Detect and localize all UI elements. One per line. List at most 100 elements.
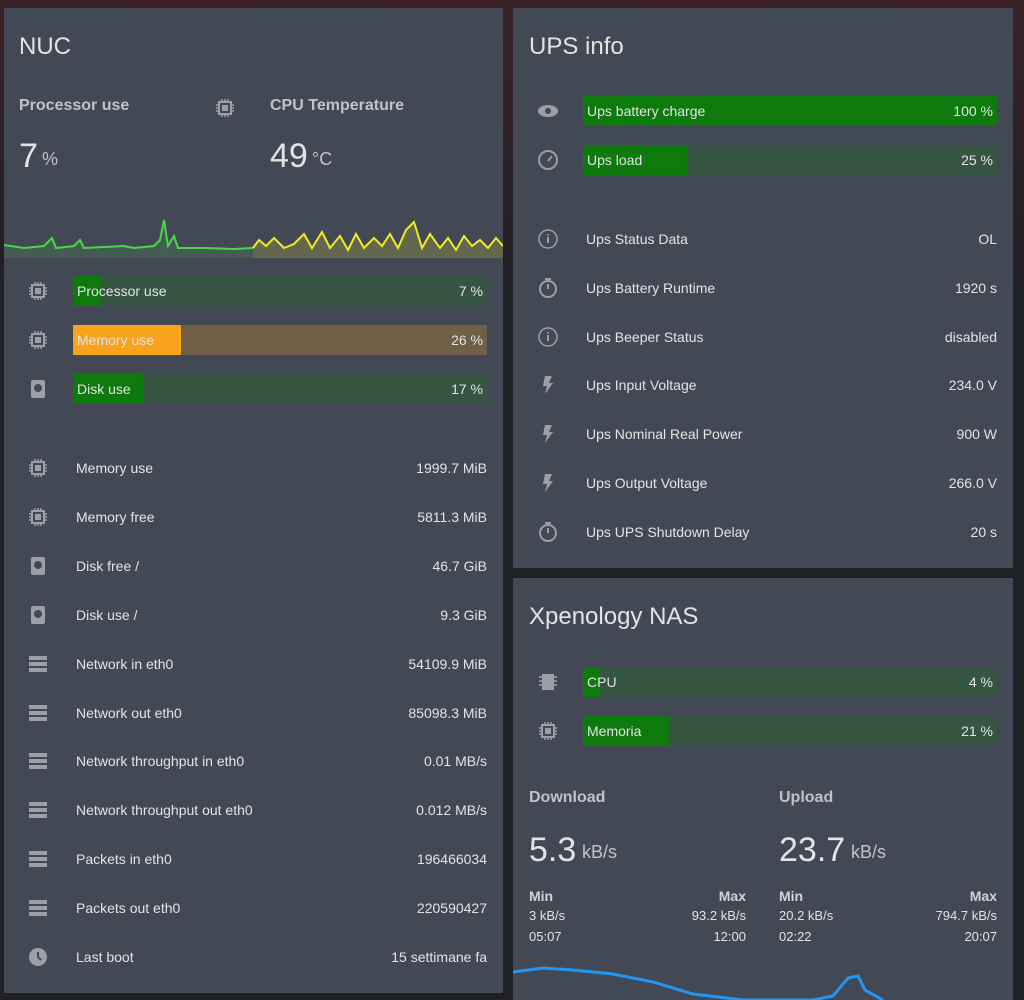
max-time: 12:00 xyxy=(713,929,746,944)
row-value: 1920 s xyxy=(954,279,997,296)
card-title: UPS info xyxy=(529,33,624,60)
net-history-graph xyxy=(513,966,884,1000)
temp-line xyxy=(252,220,503,253)
timer-icon xyxy=(539,277,557,298)
bar-label: 26 % xyxy=(451,332,483,348)
memstick-icon xyxy=(539,674,557,690)
row-name: Ups Beeper Status xyxy=(586,328,704,345)
chip-icon xyxy=(29,282,47,300)
max-value: 93.2 kB/s xyxy=(691,908,746,923)
sensor-unit: kB/s xyxy=(582,842,618,862)
row-name: Ups UPS Shutdown Delay xyxy=(586,523,750,540)
nas-card xyxy=(513,578,1013,1000)
row-value: 9.3 GiB xyxy=(440,606,487,623)
min-time: 02:22 xyxy=(779,929,812,944)
row-value: 900 W xyxy=(956,426,997,443)
row-name: Network throughput out eth0 xyxy=(76,802,253,819)
row-name: Packets in eth0 xyxy=(76,851,172,868)
row-value: 266.0 V xyxy=(948,475,997,491)
row-name: Disk use / xyxy=(76,606,138,623)
clock-icon xyxy=(29,948,47,966)
bar-label: 100 % xyxy=(953,103,993,119)
max-label: Max xyxy=(718,888,746,904)
row-name: Memory free xyxy=(76,508,155,525)
bolt-icon xyxy=(543,425,553,444)
row-name: Ups Battery Runtime xyxy=(586,279,716,296)
chip-icon xyxy=(216,99,234,117)
sensor-value: 49 xyxy=(270,137,308,175)
max-label: Max xyxy=(969,888,997,904)
bar-label: 4 % xyxy=(968,674,993,690)
row-value: 5811.3 MiB xyxy=(417,508,487,525)
bar-fill xyxy=(583,667,600,697)
bar-name: Memory use xyxy=(77,332,155,348)
info-icon xyxy=(538,229,558,249)
row-name: Network out eth0 xyxy=(76,704,182,721)
row-value: 85098.3 MiB xyxy=(408,704,487,721)
row-value: 196466034 xyxy=(416,851,487,868)
bar-fill xyxy=(583,145,687,175)
bar-fill xyxy=(583,96,997,126)
bar-fill xyxy=(583,716,670,746)
bar-label: 25 % xyxy=(961,152,993,168)
gauge-icon xyxy=(538,150,558,170)
row-name: Ups Input Voltage xyxy=(586,377,697,394)
bar-label: 17 % xyxy=(451,381,483,397)
sensor-unit: kB/s xyxy=(851,842,887,862)
temp-area xyxy=(253,222,503,258)
max-time: 20:07 xyxy=(964,929,997,944)
bolt-icon xyxy=(543,474,553,492)
server-icon xyxy=(29,704,47,721)
bar-track xyxy=(583,667,997,697)
min-label: Min xyxy=(529,888,554,904)
eye-icon xyxy=(538,105,558,117)
row-name: Disk free / xyxy=(76,557,140,574)
row-value: 1999.7 MiB xyxy=(416,460,487,476)
row-name: Network in eth0 xyxy=(76,655,174,672)
bar-name: CPU xyxy=(587,674,617,690)
bar-label: 21 % xyxy=(961,723,993,739)
bar-name: Ups load xyxy=(587,152,643,168)
disk-icon xyxy=(31,605,45,624)
chip-icon xyxy=(29,331,47,349)
bar-name: Disk use xyxy=(77,381,131,397)
row-name: Ups Output Voltage xyxy=(586,475,708,491)
server-icon xyxy=(29,802,47,819)
sensor-unit: % xyxy=(42,149,59,169)
row-value: OL xyxy=(978,231,997,247)
min-value: 20.2 kB/s xyxy=(779,908,834,923)
cpu-line xyxy=(4,219,254,251)
cpu-history-graph xyxy=(4,219,503,258)
row-name: Last boot xyxy=(76,949,134,965)
sensor-value: 7 xyxy=(19,137,38,175)
row-name: Ups Nominal Real Power xyxy=(586,426,743,443)
card-title: Xpenology NAS xyxy=(529,603,699,630)
sensor-value: 23.7 xyxy=(779,831,846,869)
server-icon xyxy=(29,655,47,672)
bar-name: Processor use xyxy=(77,283,167,299)
row-value: 220590427 xyxy=(416,900,487,917)
bar-track xyxy=(73,276,487,306)
server-icon xyxy=(29,753,47,770)
info-icon xyxy=(538,326,558,347)
min-label: Min xyxy=(779,888,804,904)
bar-fill xyxy=(73,374,144,404)
cpu-area xyxy=(4,220,253,258)
bar-fill xyxy=(73,325,181,355)
sensor-unit: °C xyxy=(312,149,333,169)
bar-label: 7 % xyxy=(458,283,483,299)
nuc-card xyxy=(4,8,503,993)
timer-icon xyxy=(539,521,557,542)
bar-name: Ups battery charge xyxy=(587,103,706,119)
sensor-name: CPU Temperature xyxy=(270,97,404,114)
server-icon xyxy=(29,851,47,868)
card-title: NUC xyxy=(19,33,71,60)
max-value: 794.7 kB/s xyxy=(935,908,997,923)
row-value: 0.012 MB/s xyxy=(416,802,487,819)
row-value: 234.0 V xyxy=(948,377,997,394)
row-name: Memory use xyxy=(76,460,154,476)
sensor-value: 5.3 xyxy=(529,831,577,869)
bolt-icon xyxy=(543,376,553,395)
disk-icon xyxy=(31,556,45,575)
